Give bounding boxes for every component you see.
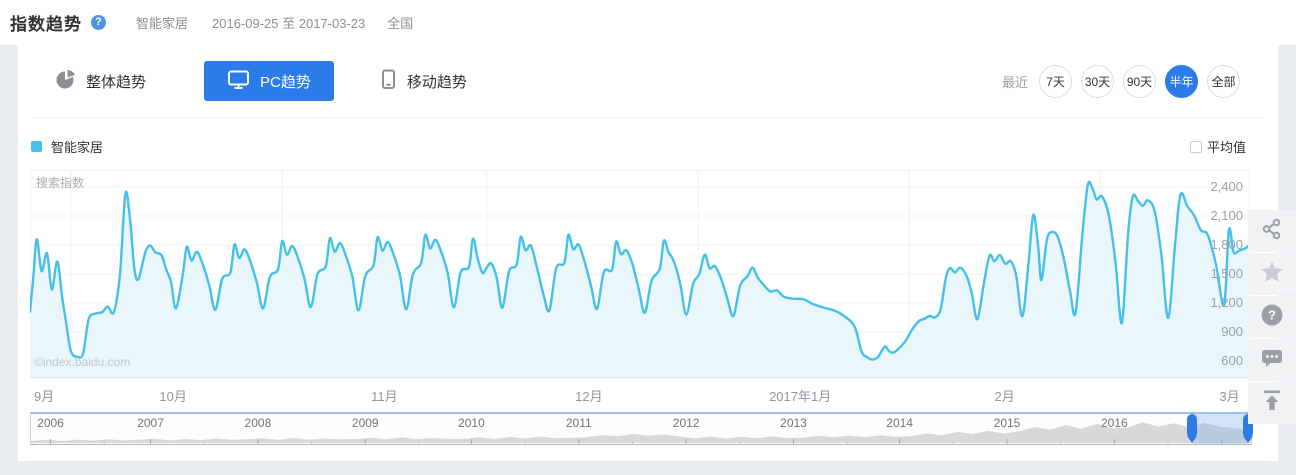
y-axis-tick-label: 1,200 <box>1210 295 1243 310</box>
tab-overall[interactable]: 整体趋势 <box>56 69 146 93</box>
range-all[interactable]: 全部 <box>1207 64 1240 98</box>
range-7d[interactable]: 7天 <box>1039 64 1072 98</box>
x-axis-tick-label: 2月 <box>994 389 1015 404</box>
time-range-selector: 最近 7天 30天 90天 半年 全部 <box>1001 64 1240 98</box>
range-90d[interactable]: 90天 <box>1123 64 1156 98</box>
scrubber-handle-left[interactable] <box>1187 414 1198 443</box>
scrubber-selection[interactable] <box>1192 414 1248 444</box>
legend: 智能家居 <box>31 137 103 156</box>
x-axis-tick-label: 12月 <box>575 389 603 404</box>
keyword-label: 智能家居 <box>136 16 189 31</box>
share-button[interactable] <box>1248 210 1296 252</box>
range-30d[interactable]: 30天 <box>1081 64 1114 98</box>
tab-pc[interactable]: PC趋势 <box>204 61 334 101</box>
feedback-button[interactable] <box>1248 339 1296 381</box>
date-range-label: 2016-09-25 至 2017-03-23 <box>212 16 366 31</box>
minimap-year-label: 2008 <box>244 416 272 430</box>
back-to-top-button[interactable] <box>1248 382 1296 424</box>
y-axis-title: 搜索指数 <box>36 176 85 190</box>
range-label: 最近 <box>1001 74 1028 90</box>
page-header: 指数趋势 ? 智能家居 2016-09-25 至 2017-03-23 全国 <box>0 0 1296 45</box>
minimap-year-label: 2010 <box>458 416 485 430</box>
region-label: 全国 <box>387 16 414 31</box>
x-axis-tick-label: 10月 <box>159 389 187 404</box>
x-axis-tick-label: 11月 <box>371 389 398 404</box>
minimap-year-label: 2015 <box>993 416 1021 430</box>
mobile-icon <box>380 69 397 94</box>
minimap-year-label: 2016 <box>1101 416 1128 430</box>
minimap-year-label: 2009 <box>351 416 379 430</box>
minimap-year-label: 2006 <box>37 416 64 430</box>
y-axis-tick-label: 600 <box>1221 353 1243 368</box>
share-icon <box>1260 217 1284 246</box>
y-axis-tick-label: 1,500 <box>1210 266 1243 281</box>
minimap-canvas <box>31 422 1251 444</box>
feedback-comment-icon <box>1260 346 1284 375</box>
svg-text:?: ? <box>1268 307 1276 322</box>
y-axis-tick-label: 2,100 <box>1210 208 1243 223</box>
average-label: 平均值 <box>1206 140 1246 155</box>
tab-mobile[interactable]: 移动趋势 <box>380 69 467 94</box>
minimap-year-label: 2014 <box>886 416 913 430</box>
trend-chart-canvas <box>30 170 1250 379</box>
question-circle-icon[interactable]: ? <box>91 15 106 30</box>
pie-chart-icon <box>56 69 76 93</box>
range-half-year[interactable]: 半年 <box>1165 64 1198 98</box>
page-title: 指数趋势 <box>10 15 82 34</box>
minimap-year-label: 2012 <box>672 416 700 430</box>
tab-overall-label: 整体趋势 <box>86 73 147 91</box>
y-axis-tick-label: 900 <box>1221 324 1243 339</box>
average-checkbox[interactable] <box>1189 140 1202 153</box>
tab-pc-label: PC趋势 <box>260 73 311 91</box>
favorite-button[interactable] <box>1248 253 1296 295</box>
monitor-icon <box>227 69 250 94</box>
series-label: 智能家居 <box>51 140 104 155</box>
minimap-year-label: 2007 <box>137 416 164 430</box>
series-swatch <box>31 141 42 152</box>
y-axis-tick-label: 2,400 <box>1210 179 1243 194</box>
y-axis-tick-label: 1,800 <box>1210 237 1243 252</box>
minimap-year-label: 2013 <box>780 416 807 430</box>
tab-mobile-label: 移动趋势 <box>406 73 467 91</box>
x-axis-tick-label: 2017年1月 <box>769 389 832 404</box>
watermark: ©index.baidu.com <box>34 355 131 369</box>
trend-chart[interactable]: 搜索指数 ©index.baidu.com 2,400 2,100 1,800 1,5… <box>30 170 1250 412</box>
x-axis-tick-label: 3月 <box>1219 389 1240 404</box>
favorite-star-icon <box>1259 259 1285 290</box>
tab-row: 整体趋势 PC趋势 移动趋势 最近 7天 <box>32 45 1264 118</box>
minimap-year-label: 2011 <box>565 416 592 430</box>
scrubber-handle-right[interactable] <box>1242 414 1253 443</box>
average-toggle[interactable]: 平均值 <box>1189 137 1246 156</box>
timeline-scrubber[interactable]: 2006 2007 2008 2009 2010 2011 2012 2013 2014 2015… <box>30 412 1253 445</box>
help-icon: ? <box>1260 303 1284 332</box>
help-button[interactable]: ? <box>1248 296 1296 338</box>
floating-toolbar: ? <box>1248 210 1296 425</box>
back-to-top-icon <box>1260 389 1284 418</box>
trend-card: 整体趋势 PC趋势 移动趋势 最近 7天 <box>18 45 1278 461</box>
x-axis-tick-label: 9月 <box>34 389 55 404</box>
